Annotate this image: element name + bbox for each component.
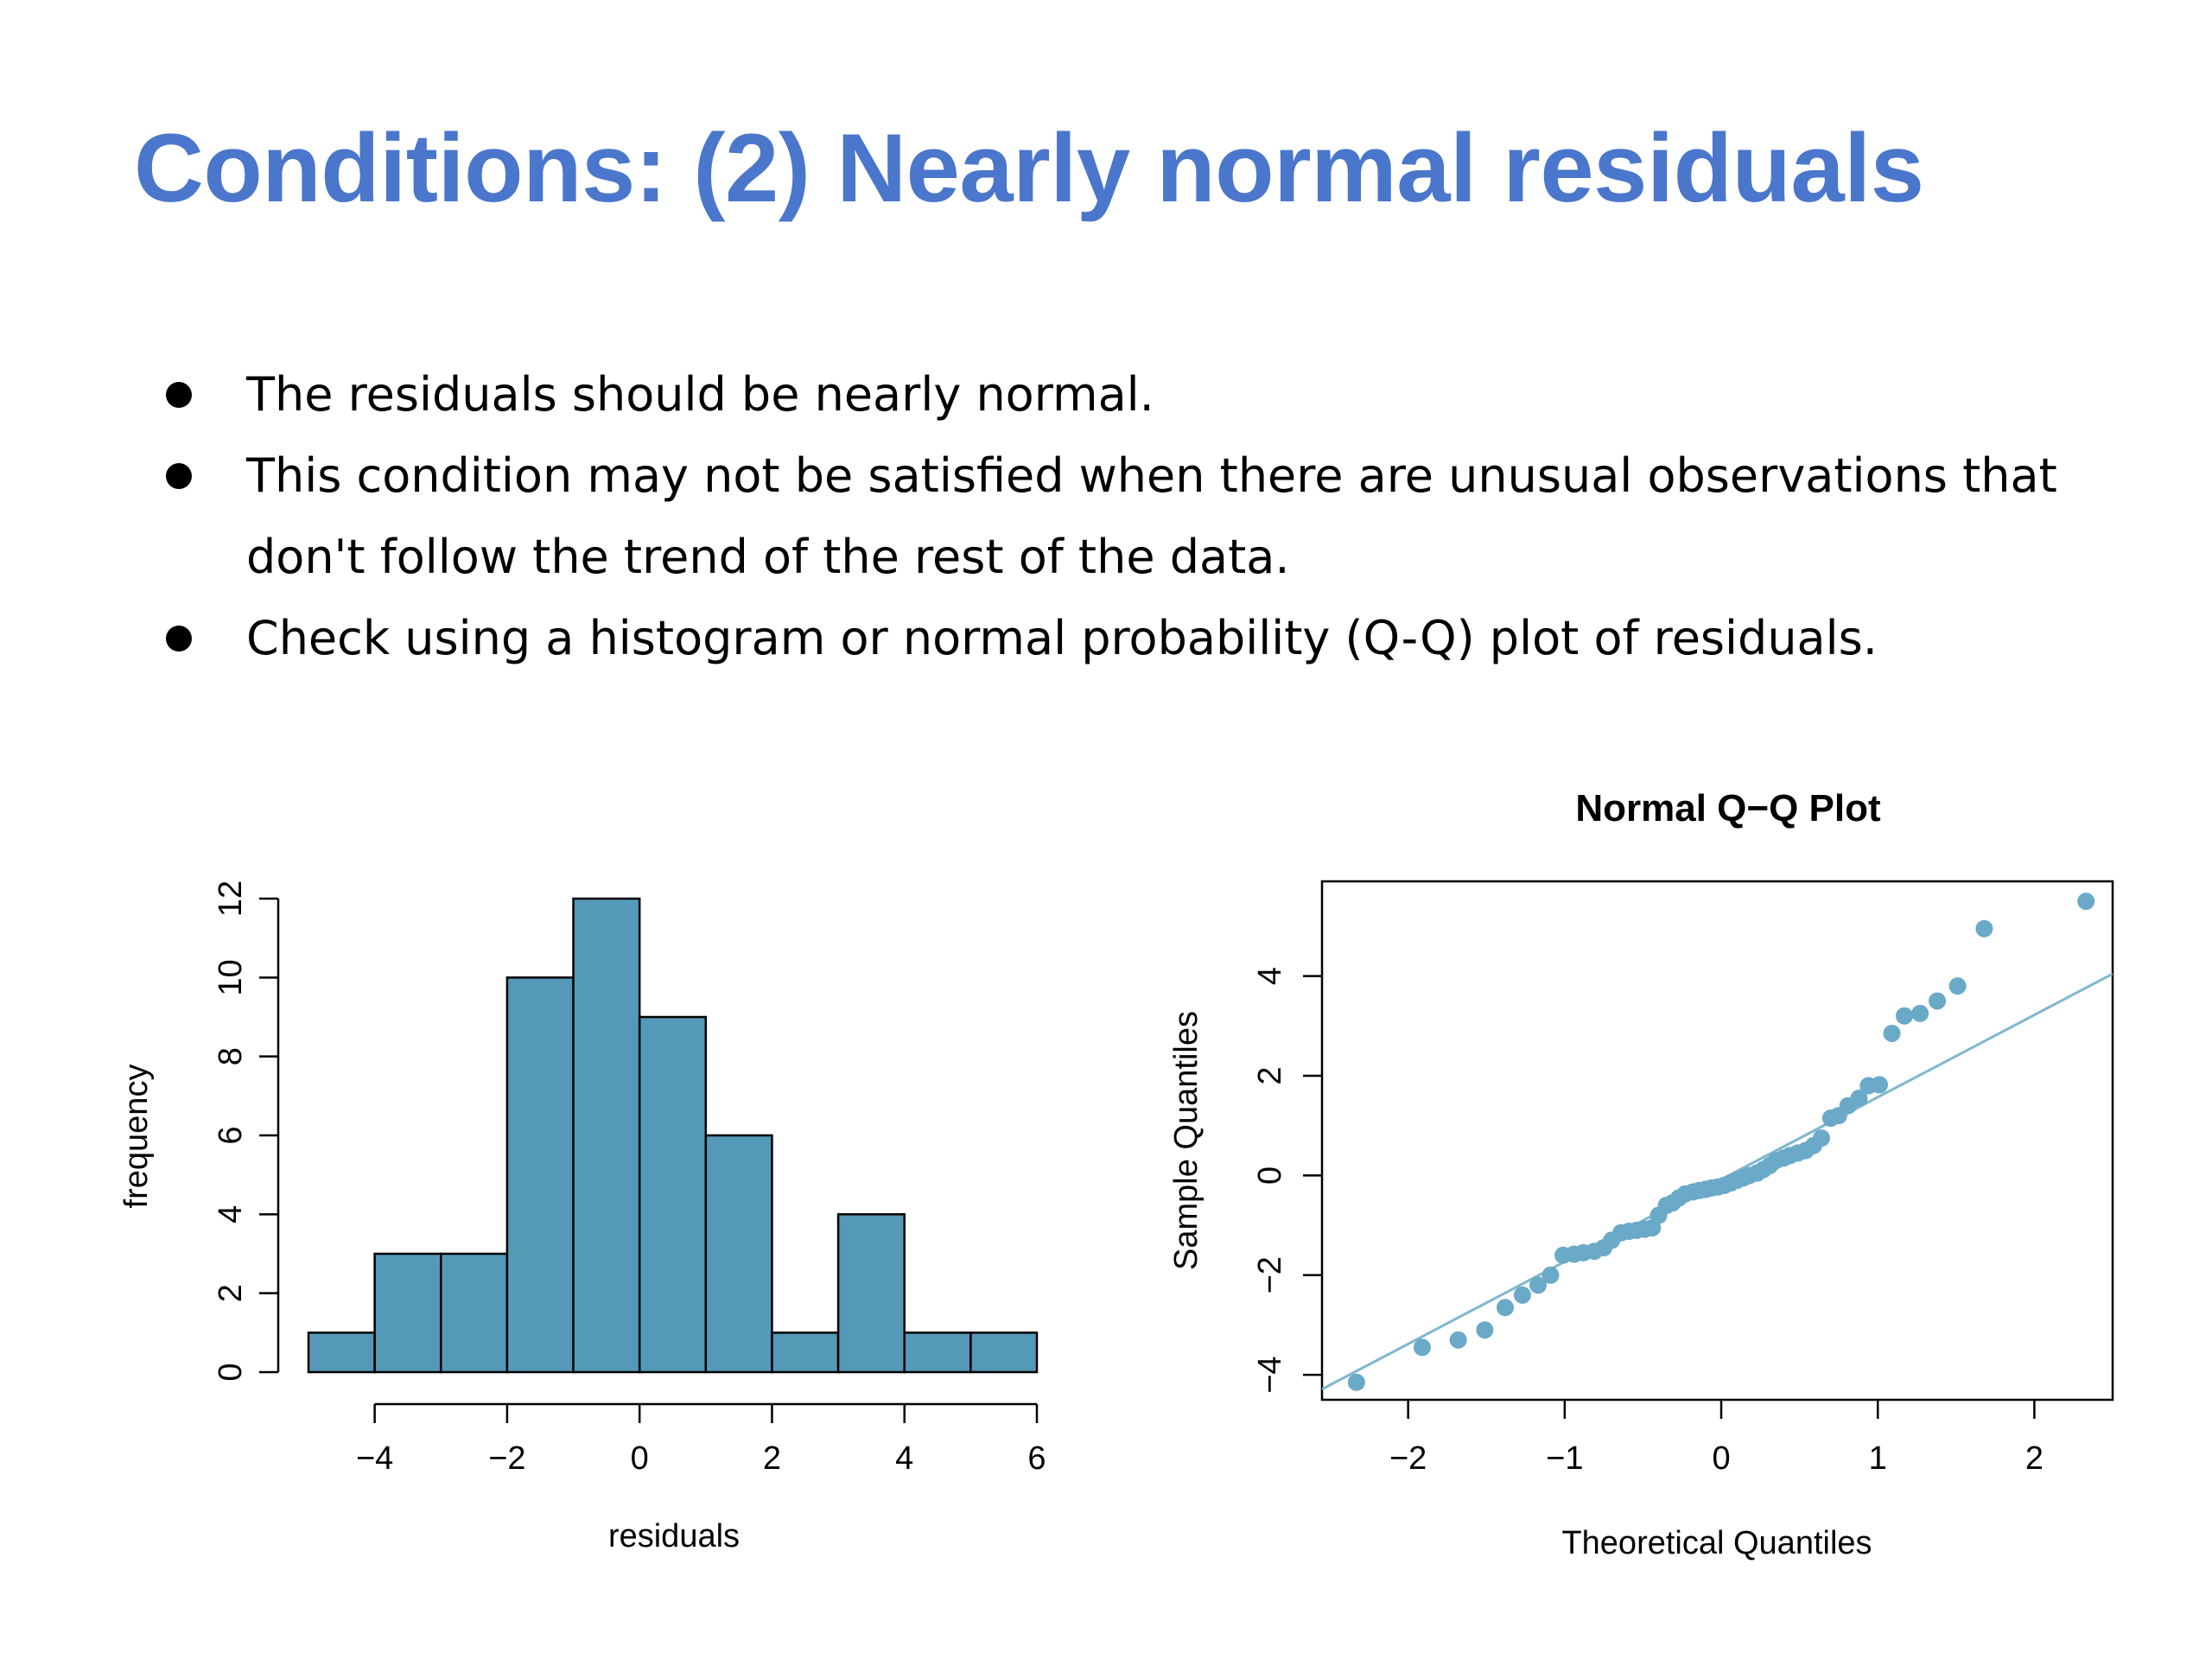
y-axis-title: frequency (118, 1065, 155, 1209)
qq-point (1449, 1331, 1467, 1349)
x-tick-label: 0 (631, 1440, 649, 1477)
x-tick-label: 1 (1869, 1440, 1887, 1477)
y-tick-label: 0 (213, 1363, 249, 1381)
slide-title: Conditions: (2) Nearly normal residuals (134, 114, 1924, 222)
bullet-item: The residuals should be nearly normal. (156, 354, 2100, 435)
histogram-bar (969, 1332, 1039, 1374)
x-tick-label: −4 (356, 1440, 393, 1477)
y-tick-label: 6 (213, 1126, 249, 1144)
bullet-item: Check using a histogram or normal probab… (156, 598, 2100, 679)
histogram-bar (704, 1134, 773, 1374)
x-tick-label: −2 (1389, 1440, 1427, 1477)
y-tick-label: 4 (1252, 967, 1288, 985)
y-tick-label: 0 (1252, 1166, 1288, 1185)
qq-point (1347, 1373, 1365, 1391)
qq-point (1911, 1004, 1929, 1022)
bullet-dot-icon (166, 626, 192, 652)
x-tick-label: 6 (1027, 1440, 1046, 1477)
bullet-text: Check using a histogram or normal probab… (246, 611, 1878, 665)
qq-plot-chart: Normal Q−Q Plot −2 −1 0 1 2 −4 −2 0 2 4 Theoretical… (1168, 787, 2114, 1561)
qq-point (1496, 1299, 1514, 1317)
x-tick-label: 2 (2025, 1440, 2044, 1477)
histogram-bar (836, 1213, 906, 1374)
qq-point (1476, 1321, 1494, 1339)
x-tick-label: 2 (763, 1440, 781, 1477)
histogram-bar (903, 1332, 972, 1374)
x-axis-title: residuals (608, 1518, 740, 1554)
qq-point (2077, 893, 2095, 911)
x-tick-label: −2 (488, 1440, 525, 1477)
histogram-bar (440, 1252, 509, 1374)
plot-title: Normal Q−Q Plot (1575, 787, 1881, 830)
plot-frame (1320, 880, 2114, 1402)
histogram-bar (638, 1015, 708, 1374)
y-tick-label: 2 (213, 1284, 249, 1302)
bullet-dot-icon (166, 382, 192, 408)
bullet-text: This condition may not be satisfied when… (246, 448, 2057, 584)
x-tick-label: 0 (1712, 1440, 1730, 1477)
bullet-dot-icon (166, 463, 192, 489)
qq-point (1975, 919, 1993, 938)
qq-point (1883, 1024, 1901, 1042)
qq-point (1871, 1076, 1889, 1094)
bullet-text: The residuals should be nearly normal. (246, 367, 1154, 422)
y-tick-label: 8 (213, 1047, 249, 1065)
qq-point (1541, 1266, 1560, 1284)
histogram-bar (572, 897, 641, 1374)
histogram-bar (373, 1252, 442, 1374)
x-tick-label: −1 (1546, 1440, 1583, 1477)
bullet-item: This condition may not be satisfied when… (156, 435, 2100, 598)
qq-point (1513, 1286, 1531, 1304)
y-tick-label: 4 (213, 1205, 249, 1224)
qq-point (1529, 1276, 1548, 1294)
x-tick-label: 4 (895, 1440, 913, 1477)
qq-point (1948, 977, 1967, 995)
qq-point (1896, 1007, 1914, 1025)
histogram-bar (505, 976, 575, 1374)
x-axis-title: Theoretical Quantiles (1561, 1525, 1872, 1561)
histogram-bar (771, 1332, 840, 1374)
y-tick-label: −4 (1252, 1356, 1288, 1393)
bullet-list: The residuals should be nearly normal. T… (156, 354, 2100, 679)
y-tick-label: 2 (1252, 1066, 1288, 1084)
qq-point (1812, 1129, 1830, 1147)
histogram-chart: 0 2 4 6 8 10 12 −4 −2 0 2 4 6 residuals frequency (118, 880, 1046, 1554)
histogram-bar (307, 1332, 376, 1374)
qq-point (1850, 1089, 1868, 1107)
y-axis-title: Sample Quantiles (1168, 1011, 1205, 1270)
y-tick-label: 12 (213, 880, 249, 917)
y-tick-label: 10 (213, 959, 249, 995)
qq-point (1413, 1338, 1431, 1357)
y-tick-label: −2 (1252, 1256, 1288, 1294)
qq-point (1929, 992, 1947, 1010)
